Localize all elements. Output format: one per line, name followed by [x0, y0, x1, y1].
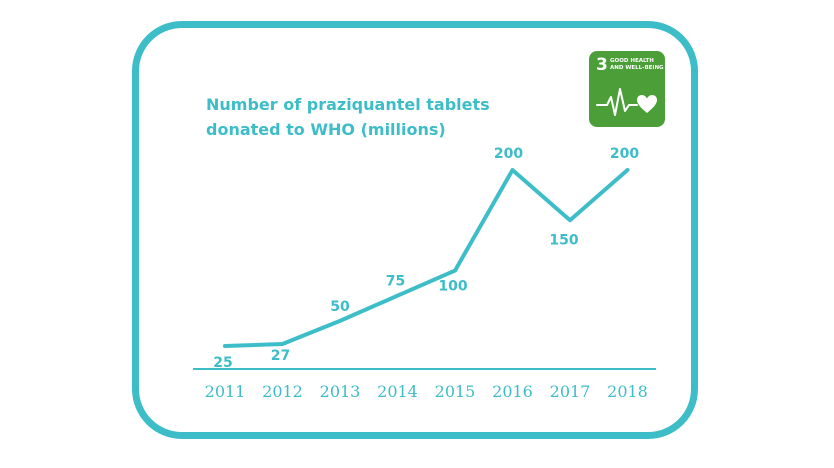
x-tick-labels: 2011 2012 2013 2014 2015 2016 2017 2018: [205, 382, 648, 401]
x-tick-label: 2018: [607, 382, 648, 401]
sdg-goal-text: GOOD HEALTH AND WELL-BEING: [610, 58, 664, 72]
data-label: 200: [494, 146, 523, 162]
data-label: 150: [549, 232, 578, 248]
rounded-frame: [132, 21, 698, 439]
data-label: 25: [213, 355, 232, 371]
chart-title-line-2: donated to WHO (millions): [206, 120, 446, 139]
data-label: 27: [271, 348, 290, 364]
data-label: 75: [386, 274, 405, 290]
sdg-goal-text-line-2: AND WELL-BEING: [610, 65, 664, 71]
series-line: [223, 168, 630, 348]
x-tick-label: 2013: [320, 382, 361, 401]
series-line-group: [223, 168, 630, 348]
x-tick-label: 2016: [492, 382, 533, 401]
sdg-3-badge: 3 GOOD HEALTH AND WELL-BEING: [589, 51, 665, 127]
x-tick-label: 2014: [377, 382, 418, 401]
data-label: 50: [330, 299, 350, 315]
chart-title: Number of praziquantel tablets donated t…: [206, 92, 536, 142]
x-tick-label: 2017: [550, 382, 591, 401]
data-label: 200: [610, 146, 639, 162]
data-labels: 25 27 50 75 100 200 150 200: [213, 146, 639, 371]
x-tick-label: 2015: [435, 382, 476, 401]
sdg-number: 3: [596, 55, 608, 75]
sdg-goal-text-line-1: GOOD HEALTH: [610, 58, 654, 64]
x-tick-label: 2012: [262, 382, 303, 401]
chart-title-line-1: Number of praziquantel tablets: [206, 95, 490, 114]
heartbeat-heart-icon: [596, 88, 657, 116]
data-label: 100: [438, 279, 467, 295]
x-tick-label: 2011: [205, 382, 246, 401]
